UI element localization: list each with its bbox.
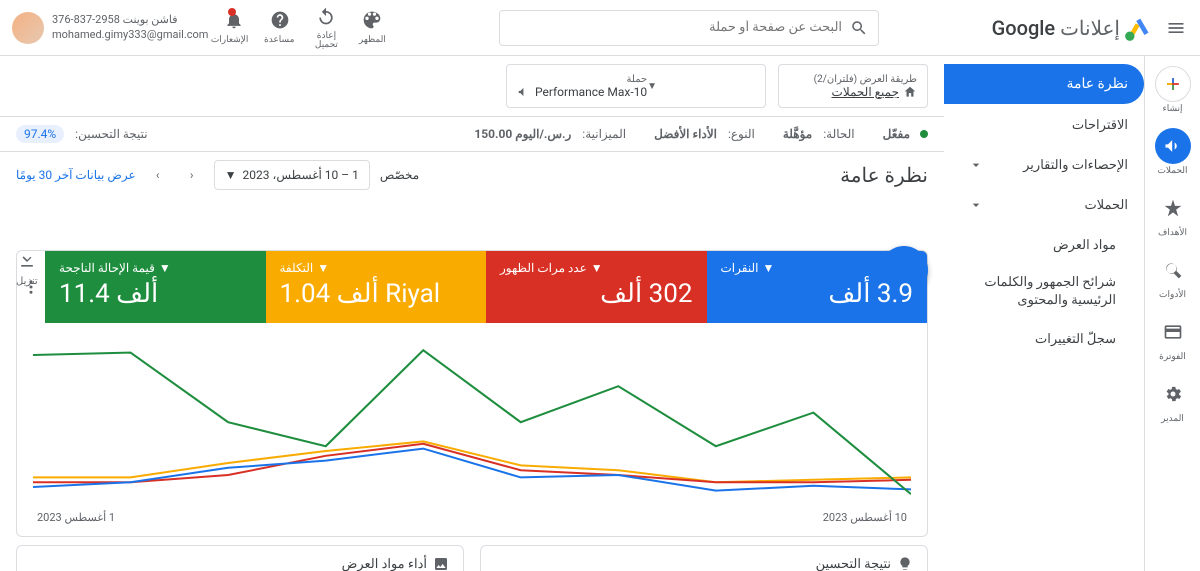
nav-overview[interactable]: نظرة عامة — [944, 64, 1144, 104]
custom-label: مخصّص — [380, 168, 419, 182]
brand: إعلانات Google — [992, 14, 1152, 42]
performance-chart — [33, 331, 911, 511]
user-name: 376-837-2958 فاشن بوينت — [52, 13, 208, 27]
chevron-down-icon — [968, 197, 984, 213]
brand-pre: إعلانات — [1060, 16, 1120, 40]
home-icon — [903, 85, 917, 99]
opt-score-card[interactable]: نتيجة التحسين — [480, 545, 928, 571]
campaign-icon — [517, 85, 531, 99]
metric-impressions[interactable]: ▼عدد مرات الظهور 302 ألف — [486, 251, 707, 323]
search-box[interactable] — [499, 10, 879, 46]
rail-admin[interactable]: المدير — [1155, 376, 1191, 424]
help-button[interactable]: مساعدة — [266, 10, 294, 45]
nav-campaigns[interactable]: الحملات — [952, 186, 1144, 224]
date-range-picker[interactable]: 1 – 10 أغسطس، 2023▼ — [214, 160, 370, 190]
status-dot — [920, 130, 928, 138]
rail-nav: إنشاء الحملات الأهداف الأدوات الفوترة ال… — [1144, 56, 1200, 571]
page-title: نظرة عامة — [840, 163, 928, 187]
asset-perf-card[interactable]: أداء مواد العرض حالة السياسة الأداء نوع … — [16, 545, 464, 571]
metric-cost[interactable]: ▼التكلفة 1.04 ألف Riyal — [266, 251, 487, 323]
appearance-button[interactable]: المظهر — [358, 10, 386, 45]
axis-right: 10 أغسطس 2023 — [823, 511, 907, 524]
main-content: طريقة العرض (فلتران/2) جميع الحملات ▼ حم… — [0, 56, 944, 571]
campaign-selector[interactable]: ▼ حملة Performance Max-10 — [506, 64, 766, 108]
side-nav: نظرة عامة الاقتراحات الإحصاءات والتقارير… — [944, 56, 1144, 571]
rail-goals[interactable]: الأهداف — [1155, 190, 1191, 238]
search-icon — [850, 19, 868, 37]
search-input[interactable] — [510, 20, 842, 35]
nav-assets[interactable]: مواد العرض — [952, 226, 1144, 264]
axis-left: 1 أغسطس 2023 — [37, 511, 115, 524]
menu-icon[interactable] — [1164, 16, 1188, 40]
last-30-link[interactable]: عرض بيانات آخر 30 يومًا — [16, 168, 136, 182]
next-range[interactable]: › — [146, 163, 170, 187]
refresh-button[interactable]: إعادة تحميل — [312, 6, 340, 50]
rail-tools[interactable]: الأدوات — [1155, 252, 1191, 300]
user-email: mohamed.gimy333@gmail.com — [52, 28, 208, 42]
nav-audiences[interactable]: شرائح الجمهور والكلمات الرئيسية والمحتوى — [952, 266, 1144, 318]
nav-changes[interactable]: سجلّ التغييرات — [952, 320, 1144, 358]
optimization-score[interactable]: 97.4% — [16, 125, 64, 143]
nav-recommendations[interactable]: الاقتراحات — [952, 106, 1144, 144]
avatar[interactable] — [12, 12, 44, 44]
chevron-down-icon — [968, 157, 984, 173]
user-block[interactable]: 376-837-2958 فاشن بوينت mohamed.gimy333@… — [12, 12, 208, 44]
metrics-row: ▼النقرات 3.9 ألف ▼عدد مرات الظهور 302 أل… — [17, 251, 927, 323]
brand-main: Google — [992, 16, 1055, 40]
lightbulb-icon — [897, 556, 913, 571]
metric-clicks[interactable]: ▼النقرات 3.9 ألف — [707, 251, 928, 323]
metric-conv[interactable]: ▼قيمة الإحالة الناجحة 11.4 ألف — [45, 251, 266, 323]
status-enabled: مفعّل — [883, 127, 910, 141]
rail-billing[interactable]: الفوترة — [1155, 314, 1191, 362]
metrics-card: ▼النقرات 3.9 ألف ▼عدد مرات الظهور 302 أل… — [16, 250, 928, 537]
download-button[interactable]: تنزيل — [16, 250, 38, 287]
create-button[interactable]: إنشاء — [1155, 66, 1191, 114]
status-bar: مفعّل الحالة: مؤهَّلة النوع: الأداء الأف… — [0, 116, 944, 152]
notifications-button[interactable]: الإشعارات — [220, 10, 248, 45]
topbar: إعلانات Google المظهر إعادة تحميل مساعدة — [0, 0, 1200, 56]
image-icon — [433, 556, 449, 571]
rail-campaigns[interactable]: الحملات — [1155, 128, 1191, 176]
context-bar: طريقة العرض (فلتران/2) جميع الحملات ▼ حم… — [0, 56, 944, 116]
nav-insights[interactable]: الإحصاءات والتقارير — [952, 146, 1144, 184]
google-ads-logo-icon — [1124, 14, 1152, 42]
prev-range[interactable]: ‹ — [180, 163, 204, 187]
view-selector[interactable]: طريقة العرض (فلتران/2) جميع الحملات — [778, 64, 928, 108]
header-actions: المظهر إعادة تحميل مساعدة الإشعارات — [220, 6, 386, 50]
